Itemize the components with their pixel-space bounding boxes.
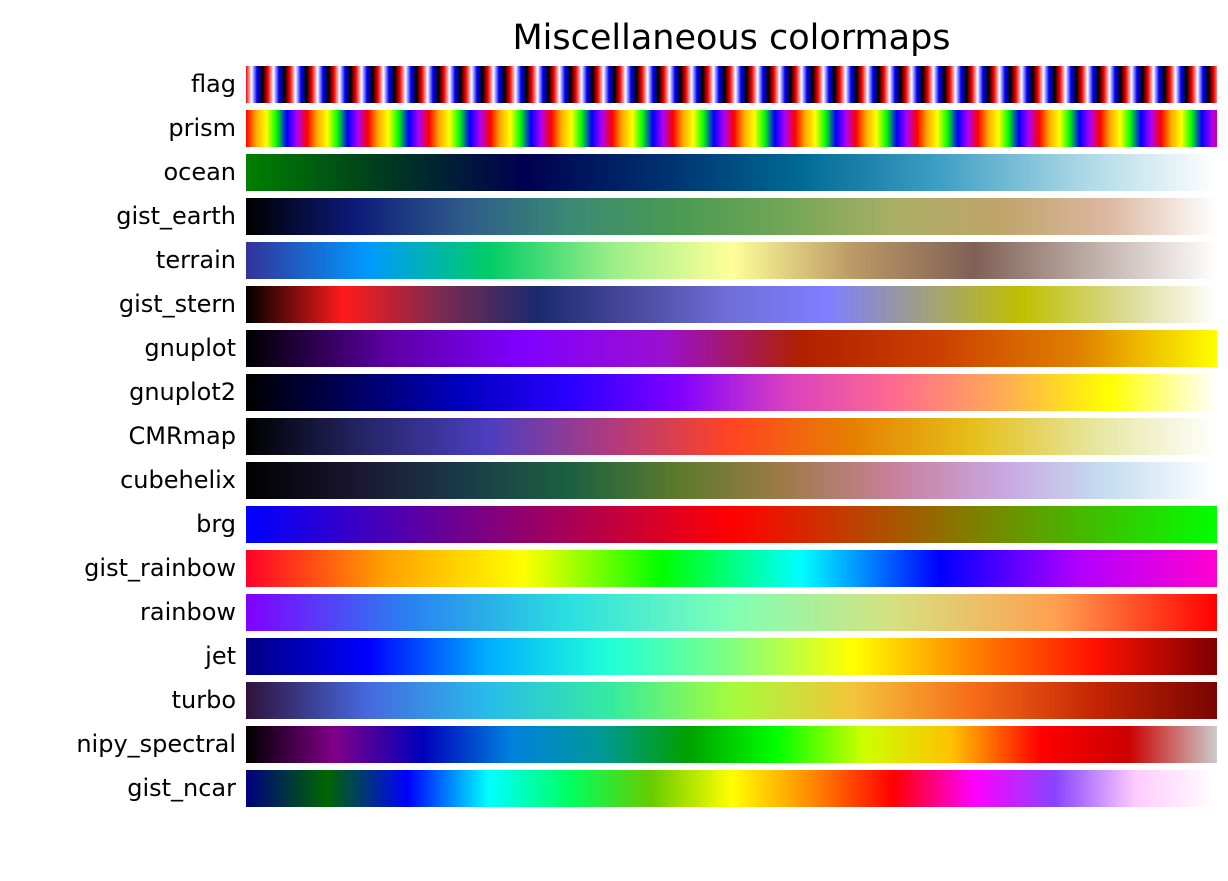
colormap-row: gnuplot: [0, 330, 1228, 367]
colormap-label: jet: [205, 642, 236, 670]
colormap-bar: [246, 286, 1217, 323]
colormap-label: terrain: [155, 246, 236, 274]
colormap-bar: [246, 418, 1217, 455]
colormap-row: gist_earth: [0, 198, 1228, 235]
colormap-label: ocean: [163, 158, 236, 186]
colormap-label: gnuplot: [144, 334, 236, 362]
colormap-bar: [246, 66, 1217, 103]
colormap-label: CMRmap: [128, 422, 236, 450]
colormap-row: terrain: [0, 242, 1228, 279]
colormap-label: gist_ncar: [127, 774, 236, 802]
colormap-bar: [246, 682, 1217, 719]
colormap-label: turbo: [171, 686, 236, 714]
colormap-label: gnuplot2: [129, 378, 236, 406]
colormap-label: flag: [190, 70, 236, 98]
colormap-label: gist_earth: [116, 202, 236, 230]
colormap-row: gist_stern: [0, 286, 1228, 323]
colormap-bar: [246, 726, 1217, 763]
colormap-row: CMRmap: [0, 418, 1228, 455]
colormap-bar: [246, 110, 1217, 147]
colormap-label: gist_stern: [118, 290, 236, 318]
colormap-label: cubehelix: [120, 466, 236, 494]
colormap-label: brg: [196, 510, 236, 538]
colormap-bar: [246, 242, 1217, 279]
colormap-bar: [246, 330, 1217, 367]
colormap-bar: [246, 462, 1217, 499]
colormap-row: turbo: [0, 682, 1228, 719]
colormap-row: brg: [0, 506, 1228, 543]
colormap-row: rainbow: [0, 594, 1228, 631]
colormap-label: nipy_spectral: [76, 730, 236, 758]
colormap-row: gnuplot2: [0, 374, 1228, 411]
colormap-row: gist_ncar: [0, 770, 1228, 807]
colormap-label: gist_rainbow: [84, 554, 236, 582]
colormap-bar: [246, 550, 1217, 587]
colormap-row: jet: [0, 638, 1228, 675]
colormap-bar: [246, 154, 1217, 191]
colormap-bar: [246, 594, 1217, 631]
colormap-bar: [246, 198, 1217, 235]
colormap-row: nipy_spectral: [0, 726, 1228, 763]
colormap-row: flag: [0, 66, 1228, 103]
colormap-row: ocean: [0, 154, 1228, 191]
colormap-row: prism: [0, 110, 1228, 147]
colormap-row: cubehelix: [0, 462, 1228, 499]
colormap-bar: [246, 506, 1217, 543]
colormap-bar: [246, 770, 1217, 807]
colormap-label: rainbow: [140, 598, 236, 626]
colormap-bar: [246, 374, 1217, 411]
chart-title: Miscellaneous colormaps: [512, 18, 951, 58]
colormap-row: gist_rainbow: [0, 550, 1228, 587]
colormap-label: prism: [168, 114, 236, 142]
colormap-bar: [246, 638, 1217, 675]
